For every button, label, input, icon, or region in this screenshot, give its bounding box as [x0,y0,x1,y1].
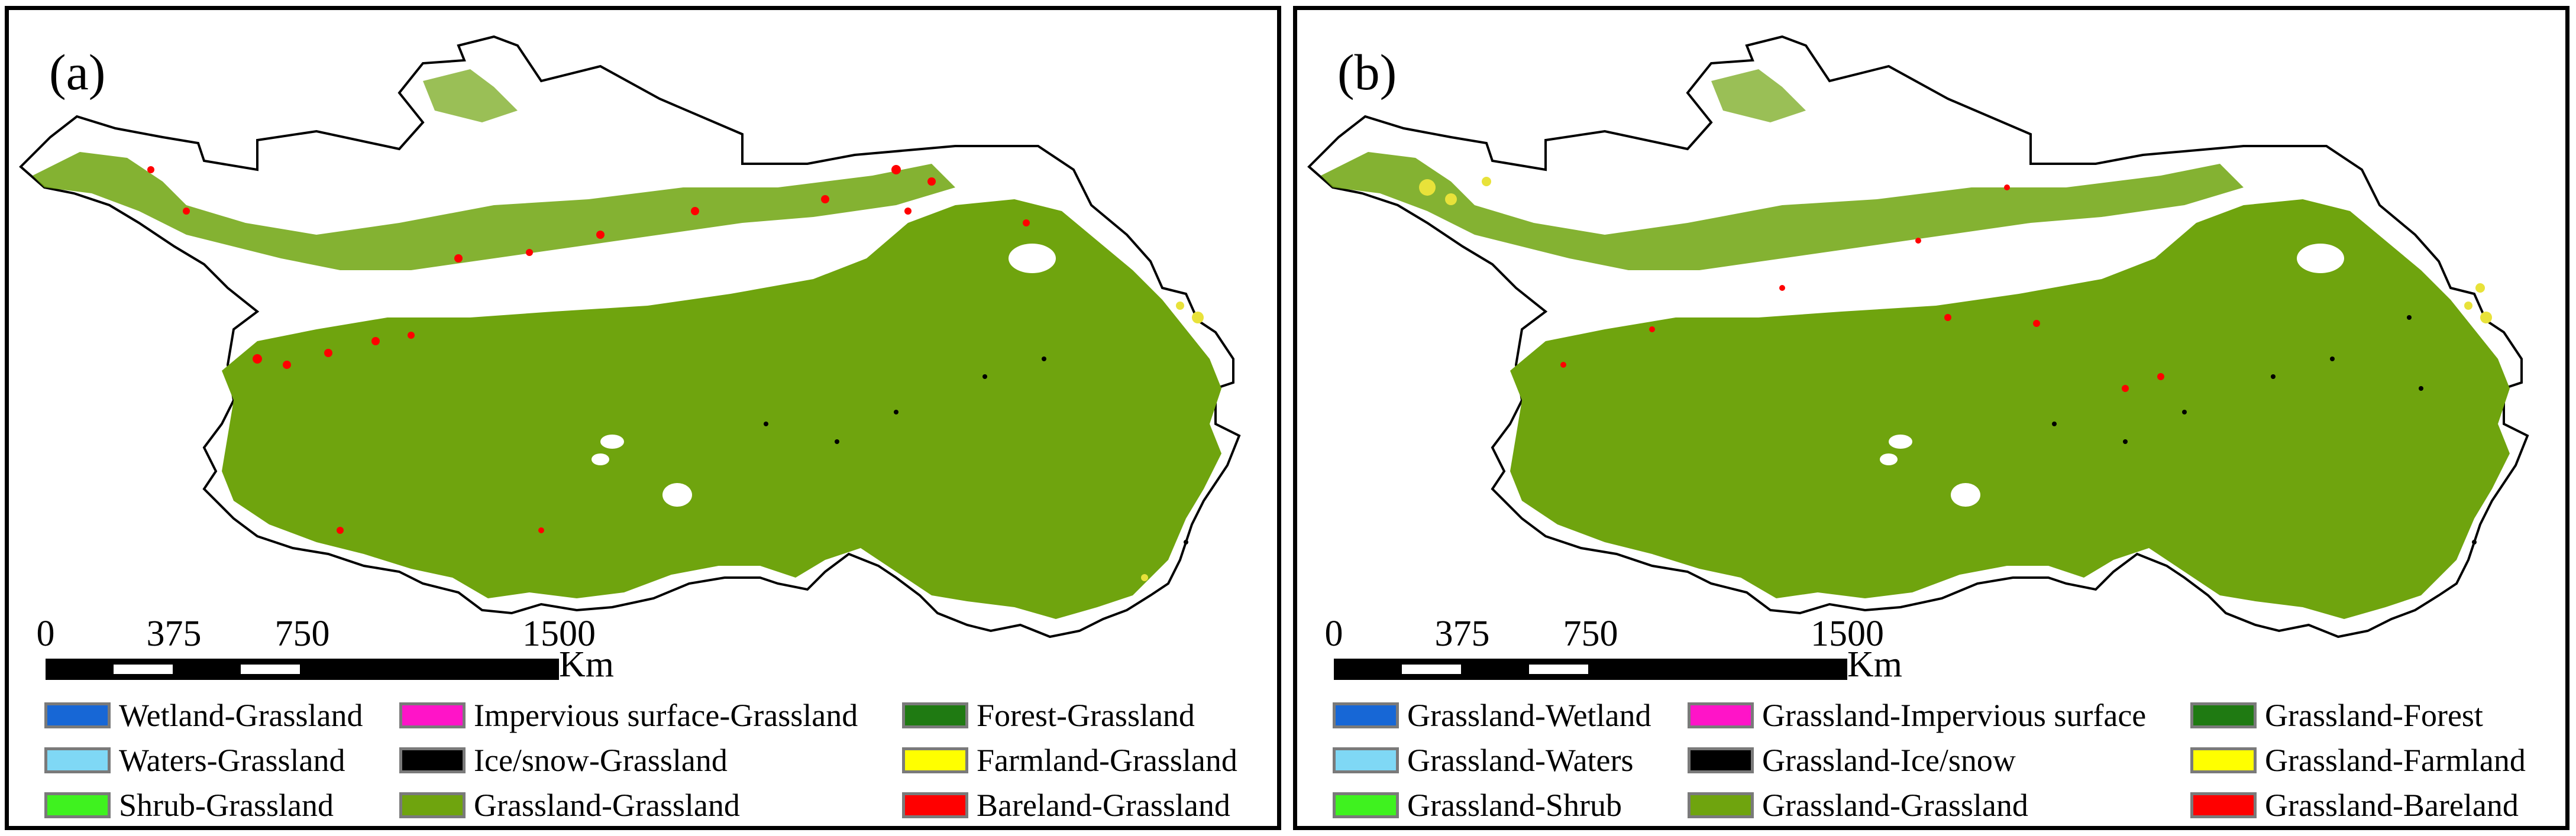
scale-bar-labels: 0 375 750 1500 [9,607,1277,654]
legend-label: Wetland-Grassland [119,698,363,733]
scale-tick-label: 0 [1324,614,1343,654]
legend-swatch [2190,792,2257,818]
legend-label: Shrub-Grassland [119,788,334,823]
legend-label: Forest-Grassland [977,698,1195,733]
legend-swatch [1688,792,1754,818]
legend-label: Waters-Grassland [119,743,345,778]
legend-item: Forest-Grassland [902,696,1195,735]
scale-unit: Km [559,644,614,685]
legend-swatch [902,792,968,818]
grassland-area [1510,199,2510,619]
legend-swatch [44,702,111,728]
map-panel-b: (b) 0 375 750 1500 Km Grassland-Wetland … [1293,6,2569,830]
legend-item: Grassland-Ice/snow [1688,741,2016,780]
legend-item: Grassland-Grassland [1688,786,2028,825]
legend-item: Grassland-Impervious surface [1688,696,2146,735]
legend-swatch [399,702,466,728]
legend-item: Shrub-Grassland [44,786,334,825]
legend-swatch [44,792,111,818]
legend-swatch [2190,702,2257,728]
legend-swatch [902,702,968,728]
legend-swatch [1333,792,1399,818]
legend-label: Grassland-Shrub [1407,788,1622,823]
legend-item: Grassland-Grassland [399,786,740,825]
grassland-north [423,69,518,122]
farmland-patches [1419,177,2492,323]
legend-label: Farmland-Grassland [977,743,1237,778]
panel-label: (a) [49,44,106,101]
legend-item: Grassland-Wetland [1333,696,1651,735]
legend-swatch [1688,747,1754,773]
legend-item: Wetland-Grassland [44,696,363,735]
scale-bar-labels: 0 375 750 1500 [1297,607,2565,654]
legend-label: Ice/snow-Grassland [474,743,728,778]
bareland-patches [147,165,1030,534]
legend-item: Grassland-Forest [2190,696,2483,735]
legend-item: Impervious surface-Grassland [399,696,858,735]
legend-label: Impervious surface-Grassland [474,698,858,733]
legend-label: Grassland-Wetland [1407,698,1651,733]
legend-item: Grassland-Waters [1333,741,1634,780]
legend-item: Grassland-Shrub [1333,786,1622,825]
map-a [19,35,1241,639]
legend-label: Grassland-Bareland [2265,788,2519,823]
scale-tick-label: 750 [1563,614,1618,654]
scale-bar [46,659,559,680]
ice-snow-patches [2052,315,2477,545]
farmland-patches [1141,302,1204,581]
legend-swatch [902,747,968,773]
legend-item: Waters-Grassland [44,741,345,780]
bareland-patches [1560,184,2164,392]
legend-swatch [2190,747,2257,773]
legend-label: Bareland-Grassland [977,788,1230,823]
legend-item: Grassland-Bareland [2190,786,2519,825]
legend-swatch [1333,747,1399,773]
lakes [1880,244,2344,507]
scale-tick-label: 750 [274,614,330,654]
scale-unit: Km [1847,644,1902,685]
legend-label: Grassland-Waters [1407,743,1634,778]
map-b [1307,35,2529,639]
legend-swatch [1688,702,1754,728]
legend-swatch [399,792,466,818]
legend-swatch [44,747,111,773]
grassland-strip [1321,152,2244,270]
legend-label: Grassland-Grassland [474,788,740,823]
scale-tick-label: 375 [146,614,202,654]
scale-bar [1334,659,1847,680]
scale-tick-label: 0 [36,614,55,654]
legend: Wetland-Grassland Impervious surface-Gra… [9,690,1277,826]
scale-tick-label: 375 [1434,614,1490,654]
grassland-strip [33,152,955,270]
legend-label: Grassland-Impervious surface [1762,698,2147,733]
ice-snow-patches [764,357,1188,545]
map-panel-a: (a) 0 375 750 1500 Km Wetland-Grassland … [5,6,1281,830]
legend-label: Grassland-Grassland [1762,788,2028,823]
scale-tick-label: 1500 [1811,614,1884,654]
legend-label: Grassland-Ice/snow [1762,743,2016,778]
legend-label: Grassland-Farmland [2265,743,2526,778]
legend-swatch [399,747,466,773]
legend-item: Ice/snow-Grassland [399,741,728,780]
legend-item: Bareland-Grassland [902,786,1230,825]
legend-swatch [1333,702,1399,728]
grassland-north [1711,69,1806,122]
legend: Grassland-Wetland Grassland-Impervious s… [1297,690,2565,826]
grassland-area [222,199,1221,619]
panel-label: (b) [1337,44,1397,101]
scale-tick-label: 1500 [522,614,596,654]
legend-item: Farmland-Grassland [902,741,1237,780]
legend-item: Grassland-Farmland [2190,741,2526,780]
legend-label: Grassland-Forest [2265,698,2483,733]
lakes [592,244,1056,507]
